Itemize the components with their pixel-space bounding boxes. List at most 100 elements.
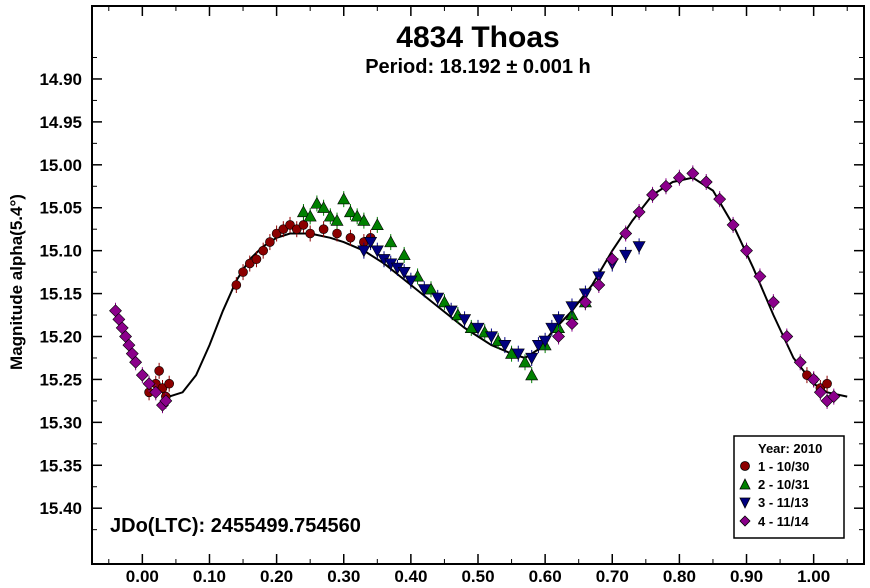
chart-subtitle: Period: 18.192 ± 0.001 h (365, 56, 591, 78)
data-point-triangle-up (343, 205, 357, 218)
data-point-circle (345, 232, 356, 243)
legend-label: 3 - 11/13 (758, 495, 809, 510)
legend-label: 4 - 11/14 (758, 514, 809, 529)
data-point-triangle-down (444, 305, 458, 318)
data-point-circle (332, 228, 342, 239)
legend-marker-diamond (739, 515, 751, 527)
data-point-triangle-down (357, 245, 371, 258)
data-point-diamond (686, 166, 700, 180)
data-point-triangle-down (397, 267, 411, 279)
data-point-circle (291, 224, 302, 234)
data-point-circle (231, 280, 242, 290)
data-point-triangle-up (317, 201, 331, 213)
data-point-triangle-down (525, 352, 539, 365)
data-point-circle (164, 378, 174, 389)
data-point-circle (251, 254, 262, 265)
data-point-triangle-down (404, 275, 418, 288)
data-point-diamond (129, 355, 143, 369)
data-point-triangle-up (350, 209, 364, 222)
data-points-layer (109, 165, 841, 414)
legend-item: 1 - 10/30 (740, 459, 809, 474)
data-point-diamond (813, 385, 827, 399)
data-point-triangle-up (296, 205, 310, 218)
y-tick-label: 14.95 (39, 113, 82, 132)
data-point-diamond (149, 385, 163, 399)
data-point-triangle-up (330, 213, 344, 226)
data-point-triangle-down (632, 241, 646, 253)
y-tick-label: 15.20 (39, 328, 82, 347)
data-point-triangle-up (337, 192, 351, 205)
x-tick-label: 0.00 (126, 567, 159, 586)
x-tick-label: 0.40 (394, 567, 427, 586)
data-point-triangle-down (370, 245, 384, 258)
data-point-circle (271, 228, 282, 239)
x-tick-label: 0.90 (730, 567, 763, 586)
data-point-diamond (159, 394, 173, 408)
y-tick-label: 15.30 (39, 413, 82, 432)
data-point-circle (157, 383, 168, 393)
data-point-triangle-down (619, 249, 633, 262)
data-point-diamond (632, 205, 646, 219)
x-tick-label: 0.30 (327, 567, 360, 586)
y-tick-label: 15.05 (39, 199, 82, 218)
data-point-diamond (793, 355, 807, 369)
data-point-diamond (753, 269, 767, 283)
data-point-triangle-up (303, 209, 317, 222)
data-point-diamond (672, 171, 686, 185)
data-point-circle (305, 228, 315, 239)
x-tick-label: 0.20 (260, 567, 293, 586)
data-point-diamond (578, 295, 592, 309)
data-point-circle (154, 366, 164, 376)
x-tick-label: 0.60 (529, 567, 562, 586)
x-tick-label: 0.70 (596, 567, 629, 586)
data-point-circle (244, 258, 255, 269)
y-axis-label: Magnitude alpha(5.4°) (7, 194, 26, 370)
y-tick-label: 14.90 (39, 70, 82, 89)
epoch-annotation: JDo(LTC): 2455499.754560 (110, 515, 361, 537)
data-point-circle (318, 224, 329, 234)
data-point-diamond (740, 244, 753, 258)
x-tick-label: 0.50 (461, 567, 494, 586)
data-point-diamond (807, 373, 821, 386)
data-point-circle (238, 267, 248, 277)
model-curve-layer (168, 176, 848, 398)
data-point-diamond (780, 330, 794, 343)
data-point-circle (285, 220, 295, 230)
legend-item: 4 - 11/14 (739, 514, 809, 529)
x-axis: 0.00 0.10 0.20 0.30 0.40 0.50 0.60 0.70 0.80 0.90… (108, 6, 848, 586)
data-point-triangle-down (511, 348, 525, 361)
y-tick-label: 15.10 (39, 242, 82, 261)
legend-marker-triangle-up (739, 478, 751, 490)
y-tick-label: 15.25 (39, 370, 82, 389)
data-point-circle (258, 245, 268, 256)
legend-marker-triangle-down (739, 497, 751, 509)
legend-marker-circle (740, 461, 750, 471)
data-point-diamond (646, 188, 659, 202)
y-tick-label: 15.15 (39, 285, 82, 304)
data-point-triangle-down (458, 314, 472, 326)
data-point-circle (822, 378, 832, 389)
legend-box (733, 435, 845, 539)
data-point-triangle-down (545, 322, 559, 335)
data-point-triangle-up (437, 295, 451, 308)
data-point-diamond (592, 278, 606, 292)
legend-item: 3 - 11/13 (739, 495, 809, 510)
legend-label: 1 - 10/30 (758, 459, 809, 474)
data-point-triangle-down (431, 292, 445, 305)
data-point-diamond (619, 227, 633, 240)
data-point-diamond (552, 330, 565, 343)
data-point-triangle-up (518, 355, 532, 368)
legend-title: Year: 2010 (758, 441, 822, 456)
data-point-circle (265, 237, 275, 247)
data-point-triangle-up (310, 196, 324, 209)
x-tick-label: 1.00 (797, 567, 830, 586)
data-point-diamond (713, 192, 727, 206)
data-point-triangle-down (552, 314, 566, 326)
fourier-fit-curve (168, 176, 848, 398)
data-point-circle (802, 370, 812, 380)
x-tick-label: 0.80 (663, 567, 696, 586)
x-tick-label: 0.10 (193, 567, 226, 586)
chart-title: 4834 Thoas (396, 21, 559, 54)
data-point-diamond (699, 175, 713, 189)
